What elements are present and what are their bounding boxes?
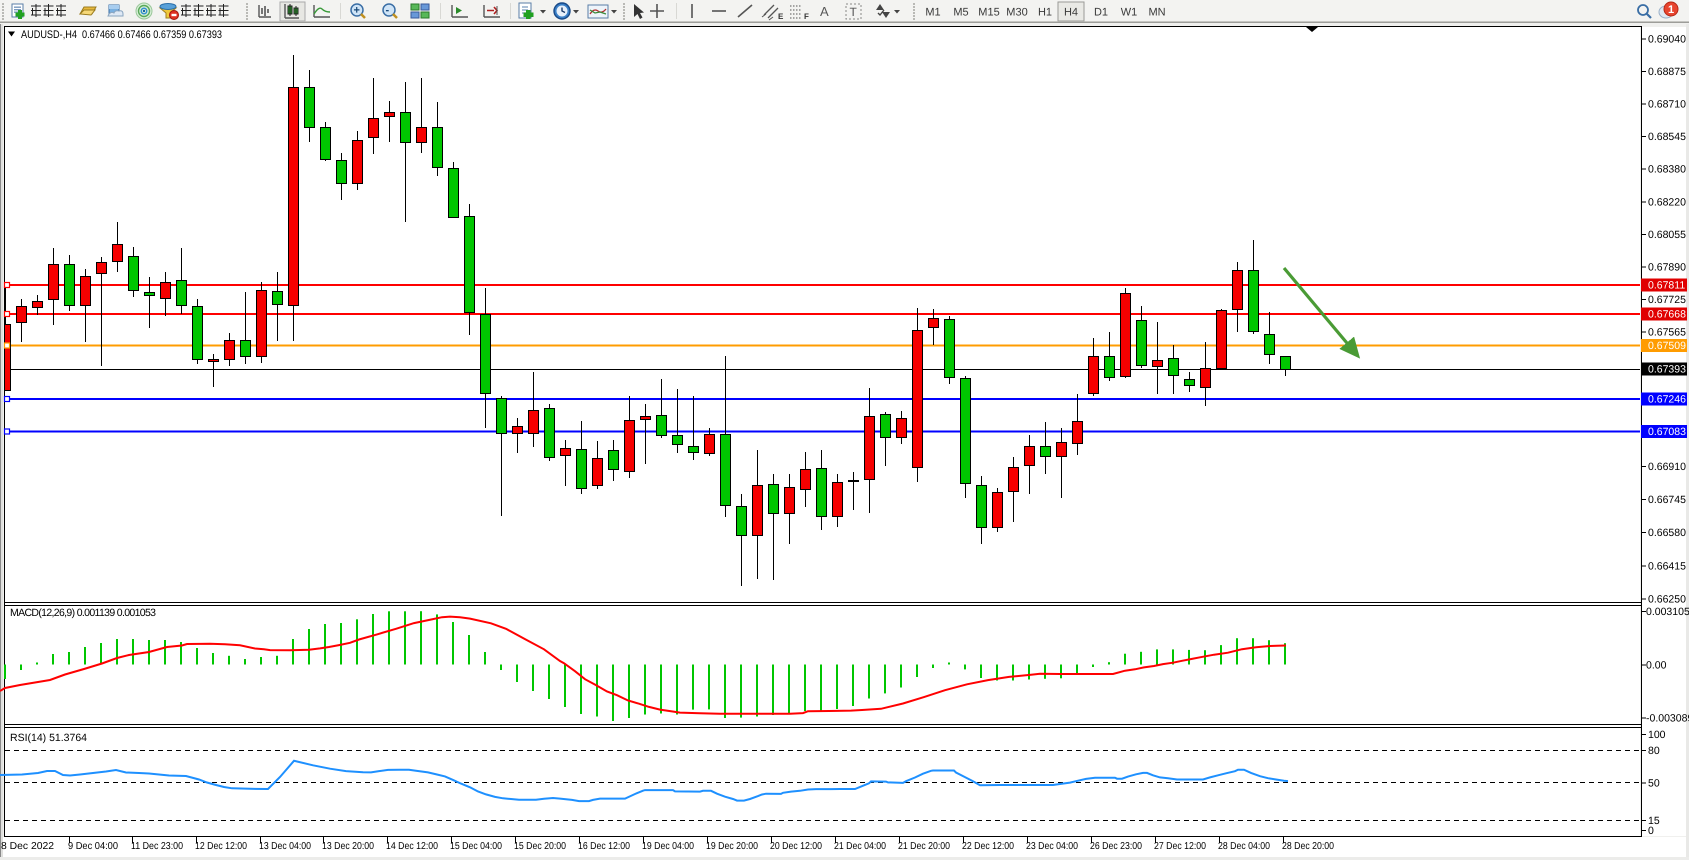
svg-text:15: 15 — [1648, 815, 1660, 827]
svg-text:0.68380: 0.68380 — [1648, 164, 1686, 176]
svg-text:F: F — [804, 12, 809, 21]
svg-text:M30: M30 — [1006, 7, 1027, 19]
svg-text:11 Dec 23:00: 11 Dec 23:00 — [131, 841, 183, 852]
svg-text:19 Dec 04:00: 19 Dec 04:00 — [642, 841, 694, 852]
svg-text:0.66910: 0.66910 — [1648, 461, 1686, 473]
svg-text:M1: M1 — [925, 7, 940, 19]
svg-text:0.003105: 0.003105 — [1646, 606, 1689, 618]
svg-text:0.69040: 0.69040 — [1648, 34, 1686, 46]
svg-text:28 Dec 20:00: 28 Dec 20:00 — [1282, 841, 1334, 852]
svg-text:0.66415: 0.66415 — [1648, 561, 1686, 573]
svg-text:0: 0 — [1648, 825, 1654, 837]
svg-text:RSI(14) 51.3764: RSI(14) 51.3764 — [10, 732, 87, 744]
svg-text:9 Dec 04:00: 9 Dec 04:00 — [68, 841, 118, 852]
svg-text:0.67890: 0.67890 — [1648, 262, 1686, 274]
svg-text:21 Dec 20:00: 21 Dec 20:00 — [898, 841, 950, 852]
svg-text:H1: H1 — [1038, 7, 1052, 19]
svg-text:-: - — [386, 5, 390, 17]
svg-text:22 Dec 12:00: 22 Dec 12:00 — [962, 841, 1014, 852]
svg-text:16 Dec 12:00: 16 Dec 12:00 — [578, 841, 630, 852]
svg-text:0.00: 0.00 — [1646, 660, 1667, 672]
svg-text:D1: D1 — [1094, 7, 1108, 19]
svg-text:0.68220: 0.68220 — [1648, 197, 1686, 209]
svg-text:0.66250: 0.66250 — [1648, 594, 1686, 606]
svg-text:-0.003089: -0.003089 — [1646, 713, 1689, 725]
svg-text:0.68055: 0.68055 — [1648, 229, 1686, 241]
svg-text:E: E — [778, 12, 784, 21]
svg-text:80: 80 — [1648, 745, 1660, 757]
svg-text:0.68875: 0.68875 — [1648, 66, 1686, 78]
svg-text:0.67246: 0.67246 — [1648, 394, 1686, 406]
svg-text:28 Dec 04:00: 28 Dec 04:00 — [1218, 841, 1270, 852]
svg-text:26 Dec 23:00: 26 Dec 23:00 — [1090, 841, 1142, 852]
svg-text:19 Dec 20:00: 19 Dec 20:00 — [706, 841, 758, 852]
svg-text:H4: H4 — [1064, 7, 1078, 19]
svg-text:100: 100 — [1648, 729, 1666, 741]
svg-text:23 Dec 04:00: 23 Dec 04:00 — [1026, 841, 1078, 852]
svg-text:0.67083: 0.67083 — [1648, 426, 1686, 438]
svg-text:13 Dec 04:00: 13 Dec 04:00 — [259, 841, 311, 852]
svg-text:+: + — [354, 5, 360, 17]
svg-text:MN: MN — [1148, 7, 1165, 19]
svg-text:AUDUSD-,H4 0.67466 0.67466 0.: AUDUSD-,H4 0.67466 0.67466 0.67359 0.673… — [21, 29, 222, 41]
svg-text:MACD(12,26,9) 0.001139 0.00105: MACD(12,26,9) 0.001139 0.001053 — [10, 607, 156, 619]
svg-text:0.67668: 0.67668 — [1648, 309, 1686, 321]
svg-text:27 Dec 12:00: 27 Dec 12:00 — [1154, 841, 1206, 852]
svg-text:15 Dec 04:00: 15 Dec 04:00 — [450, 841, 502, 852]
svg-text:0.67725: 0.67725 — [1648, 294, 1686, 306]
svg-text:21 Dec 04:00: 21 Dec 04:00 — [834, 841, 886, 852]
svg-text:0.67811: 0.67811 — [1648, 280, 1685, 292]
svg-text:8 Dec 2022: 8 Dec 2022 — [1, 841, 54, 852]
svg-text:1: 1 — [1668, 4, 1674, 16]
svg-text:50: 50 — [1648, 778, 1660, 790]
svg-text:0.67509: 0.67509 — [1648, 340, 1686, 352]
svg-text:W1: W1 — [1121, 7, 1138, 19]
svg-text:T: T — [850, 5, 858, 19]
svg-text:A: A — [820, 4, 829, 19]
svg-text:0.68545: 0.68545 — [1648, 131, 1686, 143]
svg-text:0.67393: 0.67393 — [1648, 364, 1686, 376]
svg-text:15 Dec 20:00: 15 Dec 20:00 — [514, 841, 566, 852]
svg-text:0.68710: 0.68710 — [1648, 99, 1686, 111]
svg-text:0.66580: 0.66580 — [1648, 527, 1686, 539]
svg-text:0.67565: 0.67565 — [1648, 327, 1686, 339]
svg-text:14 Dec 12:00: 14 Dec 12:00 — [386, 841, 438, 852]
svg-text:12 Dec 12:00: 12 Dec 12:00 — [195, 841, 247, 852]
svg-text:M5: M5 — [953, 7, 968, 19]
svg-text:0.66745: 0.66745 — [1648, 494, 1686, 506]
svg-text:M15: M15 — [978, 7, 999, 19]
svg-text:13 Dec 20:00: 13 Dec 20:00 — [322, 841, 374, 852]
svg-text:20 Dec 12:00: 20 Dec 12:00 — [770, 841, 822, 852]
